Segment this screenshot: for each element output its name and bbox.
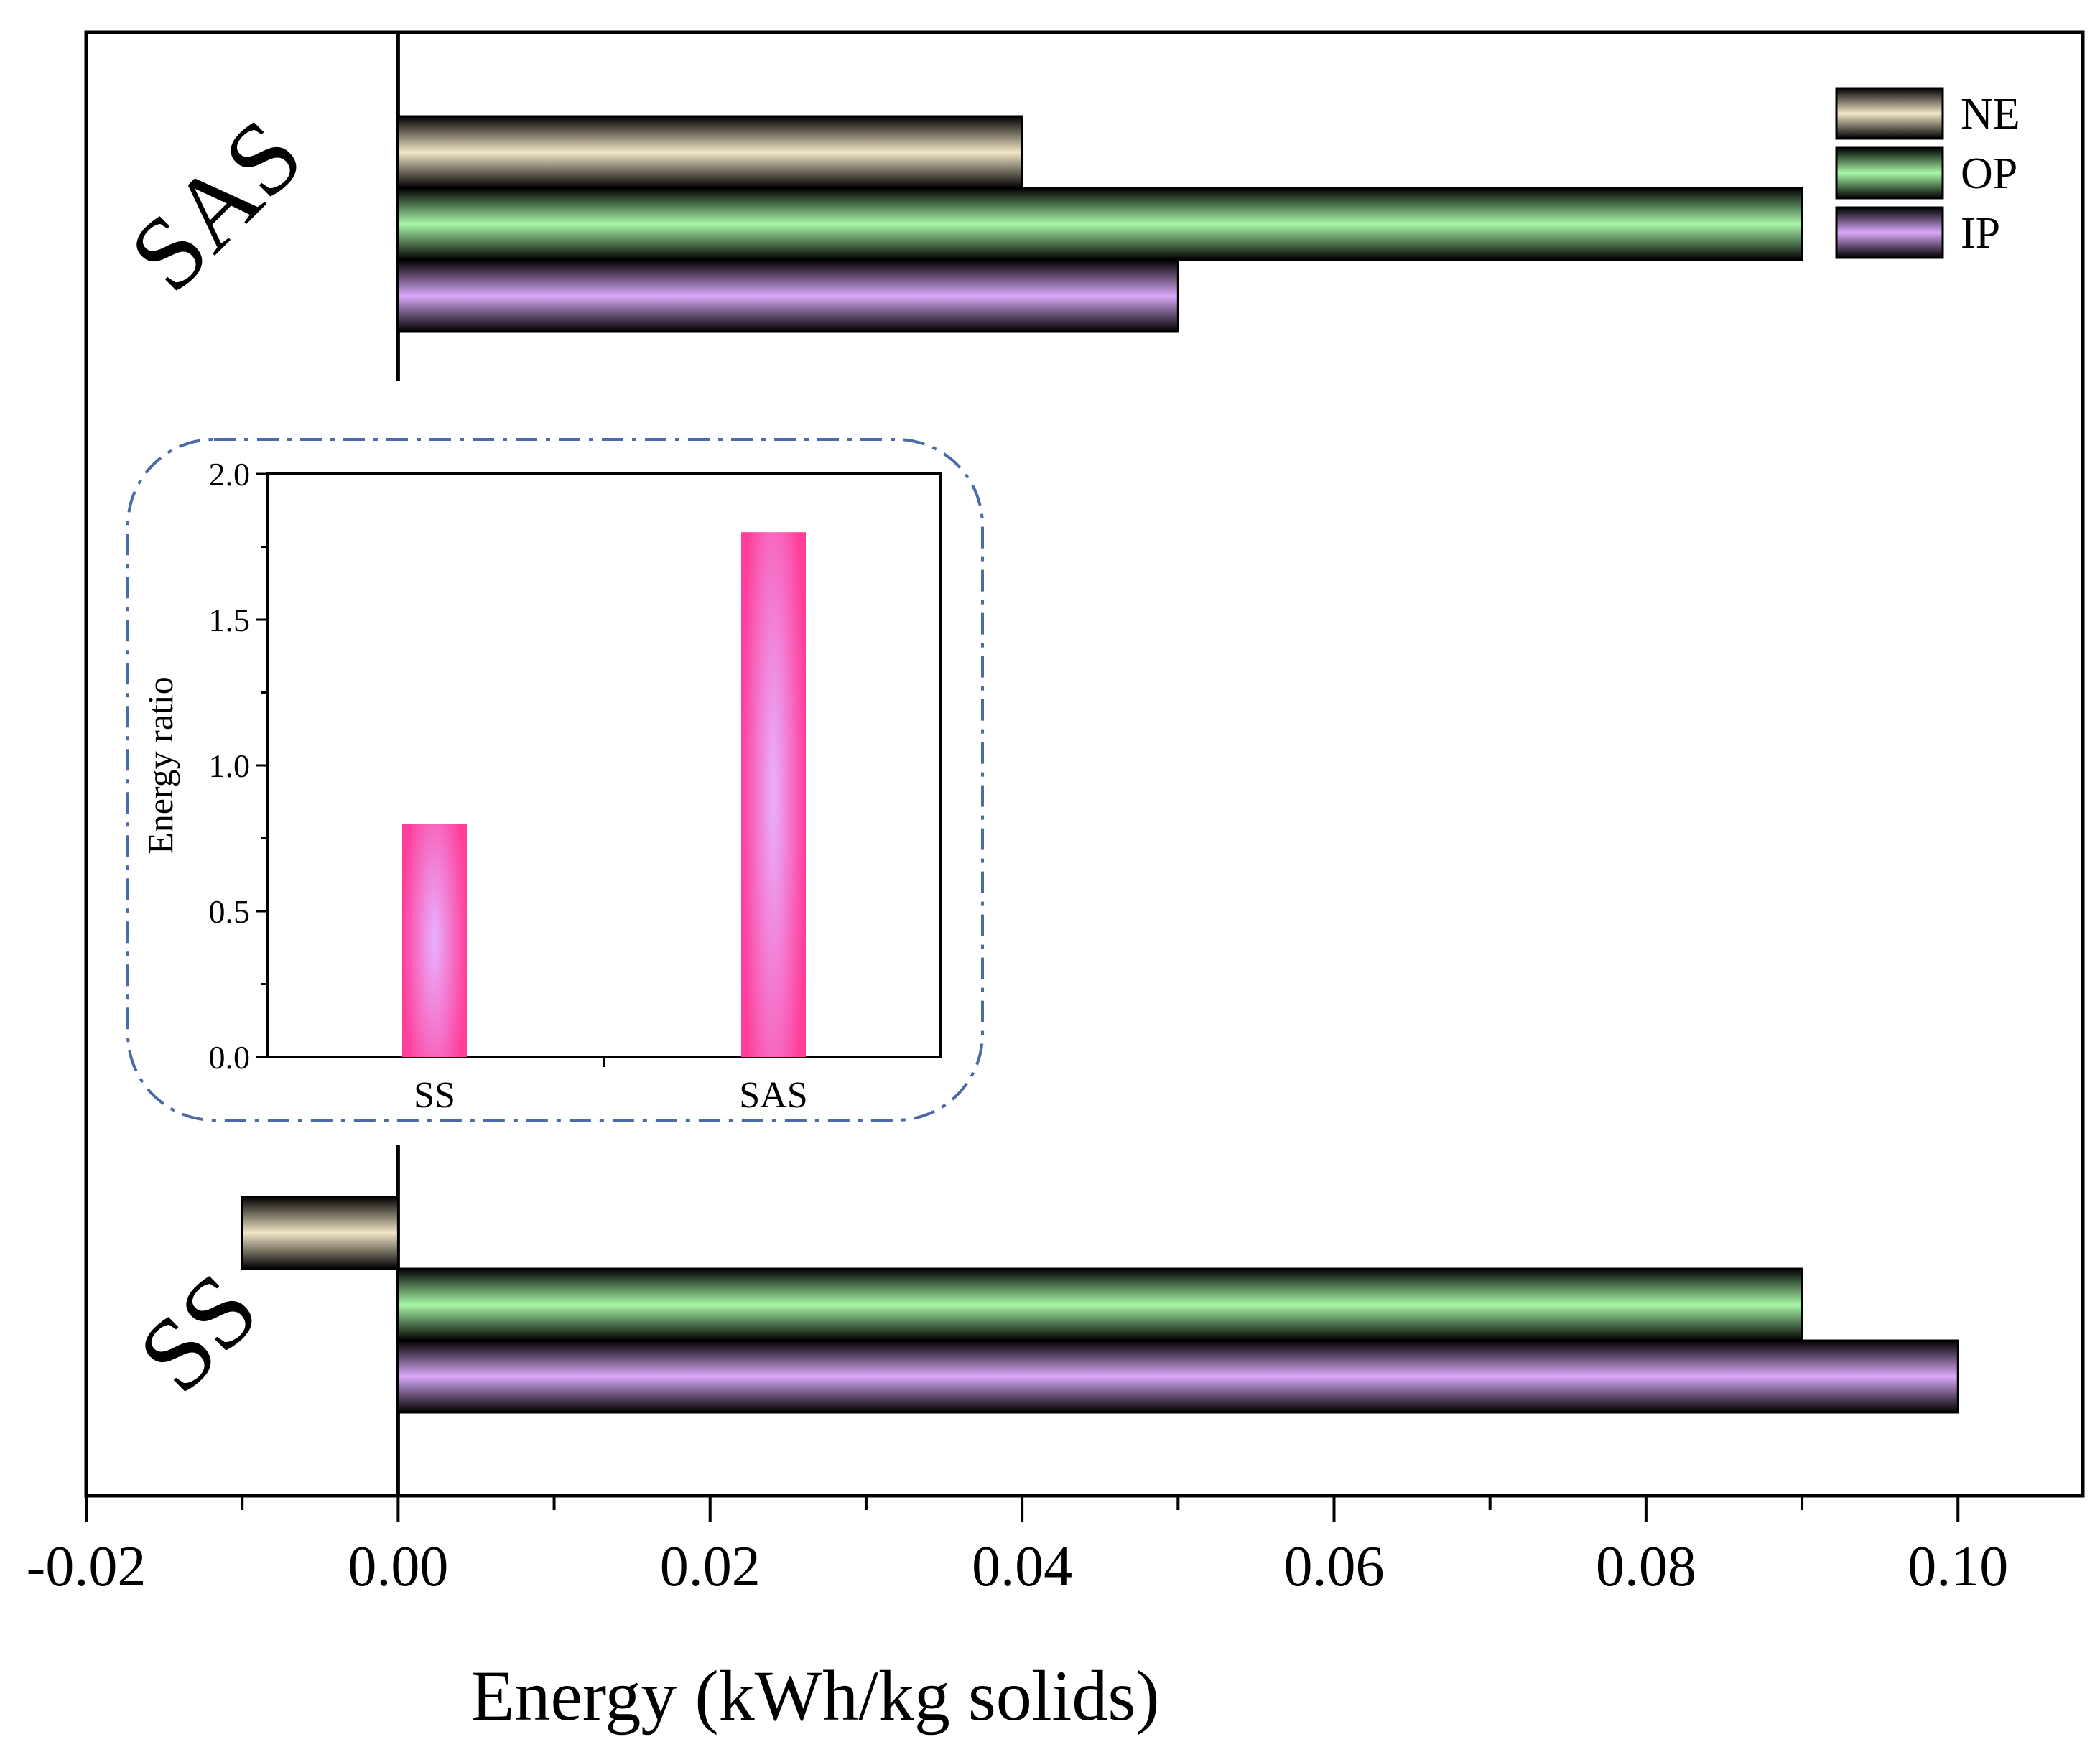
- inset-bar-ss: [402, 824, 467, 1057]
- x-tick-label: 0.00: [348, 1535, 448, 1598]
- inset-y-tick-labels: 0.0 0.5 1.0 1.5 2.0: [209, 456, 251, 1076]
- bar-sas-op: [396, 187, 1803, 261]
- inset-bar-sas: [741, 532, 806, 1057]
- inset-category-label-sas: SAS: [739, 1075, 807, 1116]
- inset-y-tick-label: 1.0: [209, 747, 251, 784]
- category-label-ss: SS: [116, 1251, 279, 1414]
- inset-y-ticks: [256, 472, 267, 1058]
- inset-y-tick-label: 1.5: [209, 602, 251, 638]
- x-axis-title: Energy (kWh/kg solids): [470, 1656, 1159, 1736]
- inset-y-axis-title: Energy ratio: [140, 676, 180, 854]
- bar-ss-op: [396, 1267, 1803, 1342]
- x-tick-label: 0.08: [1596, 1535, 1696, 1598]
- main-bars: [241, 115, 1959, 1414]
- legend-swatch-ip: [1835, 206, 1944, 259]
- inset-y-tick-label: 0.0: [209, 1039, 251, 1076]
- x-tick-label: 0.06: [1284, 1535, 1385, 1598]
- bar-ss-ip: [396, 1339, 1959, 1414]
- inset-x-category-labels: SS SAS: [414, 1057, 808, 1116]
- inset-y-tick-label: 2.0: [209, 456, 251, 493]
- bar-sas-ip: [396, 258, 1179, 333]
- bar-sas-ne: [396, 115, 1023, 190]
- x-tick-label: 0.10: [1908, 1535, 2008, 1598]
- x-axis-ticks: [85, 1496, 1960, 1522]
- inset-y-tick-label: 0.5: [209, 893, 251, 930]
- legend-label-ne: NE: [1961, 90, 2020, 139]
- x-axis-tick-labels: -0.02 0.00 0.02 0.04 0.06 0.08 0.10: [27, 1535, 2009, 1598]
- x-tick-label: -0.02: [27, 1535, 147, 1598]
- bar-ss-ne: [241, 1196, 399, 1270]
- legend: NE OP IP: [1835, 87, 2020, 259]
- category-label-sas: SAS: [108, 97, 324, 313]
- inset-bars: [402, 532, 806, 1057]
- inset-category-label-ss: SS: [414, 1075, 455, 1116]
- x-tick-label: 0.02: [660, 1535, 761, 1598]
- main-plot-frame: [84, 30, 2085, 1498]
- legend-swatch-ne: [1835, 87, 1944, 140]
- legend-swatch-op: [1835, 146, 1944, 200]
- inset-dashed-border: [126, 438, 984, 1122]
- x-tick-label: 0.04: [972, 1535, 1072, 1598]
- legend-label-ip: IP: [1961, 209, 2000, 258]
- legend-label-op: OP: [1961, 149, 2017, 198]
